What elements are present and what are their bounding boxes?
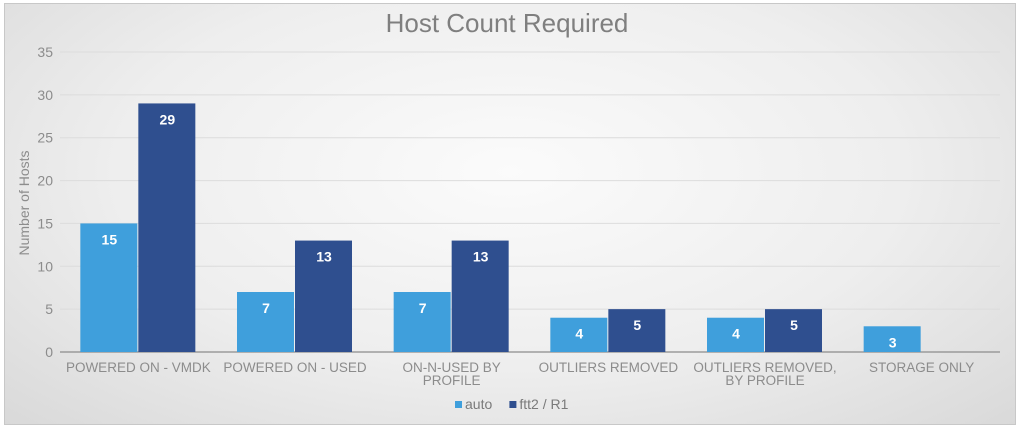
data-label: 7	[262, 300, 270, 316]
category-label: OUTLIERS REMOVED	[539, 360, 679, 375]
data-label: 15	[102, 231, 118, 247]
x-axis-ticks: POWERED ON - VMDK POWERED ON - USED ON-N-U…	[66, 360, 974, 388]
category-label: STORAGE ONLY	[869, 360, 974, 375]
category-label: BY PROFILE	[725, 373, 804, 388]
data-label: 5	[790, 317, 798, 333]
bar-auto	[393, 292, 451, 352]
bar-ftt2-r1	[451, 240, 509, 352]
y-tick-label: 15	[37, 215, 53, 231]
category-label: ON-N-USED BY	[403, 360, 501, 375]
category-label: POWERED ON - USED	[223, 360, 367, 375]
y-tick-label: 35	[37, 44, 53, 60]
legend-label: auto	[465, 396, 492, 412]
bar-ftt2-r1	[295, 240, 352, 352]
category-label: PROFILE	[423, 373, 481, 388]
y-axis-label: Number of Hosts	[16, 150, 32, 255]
bar-auto	[550, 317, 608, 352]
bar-ftt2-r1	[765, 309, 822, 352]
data-label: 4	[575, 326, 583, 342]
data-label: 3	[889, 334, 897, 350]
legend-swatch	[455, 401, 462, 408]
category-label: OUTLIERS REMOVED,	[693, 360, 836, 375]
data-label: 5	[633, 317, 641, 333]
chart-title: Host Count Required	[386, 8, 629, 38]
bar-ftt2-r1	[138, 103, 196, 352]
bar-auto	[80, 223, 138, 352]
y-tick-label: 25	[37, 130, 53, 146]
y-tick-label: 20	[37, 173, 53, 189]
y-tick-label: 0	[45, 344, 53, 360]
data-label: 4	[732, 326, 740, 342]
data-label: 29	[160, 111, 176, 127]
y-axis-ticks: 0 5 10 15 20 25 30 35	[37, 44, 53, 360]
data-label: 7	[419, 300, 427, 316]
bar-ftt2-r1	[608, 309, 666, 352]
bar-auto	[237, 292, 294, 352]
category-label: POWERED ON - VMDK	[66, 360, 211, 375]
y-tick-label: 30	[37, 87, 53, 103]
y-tick-label: 5	[45, 301, 53, 317]
legend: auto ftt2 / R1	[455, 396, 569, 412]
legend-swatch	[509, 401, 517, 408]
legend-label: ftt2 / R1	[519, 396, 568, 412]
bars: 15 29 7 13 7 13 4 5 4 5 3	[80, 103, 921, 352]
data-label: 13	[316, 249, 332, 265]
data-label: 13	[473, 249, 489, 265]
bar-auto	[707, 317, 764, 352]
gridlines	[60, 51, 1000, 353]
bar-auto	[863, 326, 921, 352]
y-tick-label: 10	[37, 258, 53, 274]
